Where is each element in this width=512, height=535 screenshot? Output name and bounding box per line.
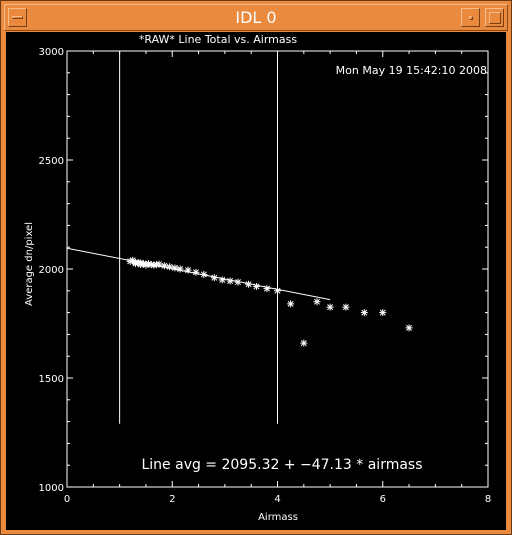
data-point <box>226 277 234 285</box>
y-axis-label: Average dn/pixel <box>24 222 35 306</box>
scatter-plot: 0 2 4 6 8 1000 1500 2000 2500 3000 *RAW* Line Tot… <box>24 33 492 523</box>
maximize-button[interactable] <box>485 8 504 27</box>
data-point <box>274 287 281 295</box>
data-point <box>379 309 387 317</box>
data-point <box>166 263 174 271</box>
vertical-markers <box>119 51 278 424</box>
data-point <box>192 268 200 276</box>
x-tick-label: 2 <box>169 494 175 505</box>
data-point <box>245 280 253 288</box>
title-bar[interactable]: IDL 0 <box>4 4 508 31</box>
data-point <box>171 264 179 272</box>
x-tick-label: 6 <box>380 494 386 505</box>
data-point <box>155 260 163 268</box>
minimize-button[interactable] <box>461 8 480 27</box>
data-point <box>176 265 184 273</box>
data-point <box>252 282 260 290</box>
window-menu-button[interactable] <box>8 8 27 27</box>
data-point <box>342 303 350 311</box>
fit-line-group <box>66 247 331 301</box>
data-point <box>313 298 321 306</box>
x-tick-label: 8 <box>485 494 491 505</box>
fit-line <box>66 247 331 301</box>
data-point <box>184 266 192 274</box>
menu-bar-icon <box>12 16 23 19</box>
data-point <box>210 274 218 282</box>
data-point <box>405 324 413 332</box>
data-point <box>263 285 271 293</box>
data-point <box>160 262 168 270</box>
plot-timestamp: Mon May 19 15:42:10 2008 <box>336 64 487 77</box>
y-tick-label: 1000 <box>39 483 64 494</box>
maximize-icon <box>489 12 501 24</box>
plot-canvas: 0 2 4 6 8 1000 1500 2000 2500 3000 *RAW* Line Tot… <box>6 32 506 530</box>
y-tick-label: 2000 <box>39 265 64 276</box>
x-tick-label: 4 <box>274 494 280 505</box>
axis-ticks: 0 2 4 6 8 1000 1500 2000 2500 3000 <box>39 47 492 505</box>
data-points <box>126 256 413 347</box>
fit-equation-annotation: Line avg = 2095.32 + −47.13 * airmass <box>141 457 422 473</box>
data-point <box>300 339 308 347</box>
data-point <box>234 278 242 286</box>
data-point <box>326 303 334 311</box>
data-point <box>287 300 295 308</box>
minimize-icon <box>469 16 473 20</box>
y-tick-label: 1500 <box>39 374 64 385</box>
data-point <box>360 309 368 317</box>
y-tick-label: 3000 <box>39 47 64 58</box>
x-axis-label: Airmass <box>258 512 298 523</box>
window-title: IDL 0 <box>235 8 277 27</box>
plot-title: *RAW* Line Total vs. Airmass <box>139 33 297 46</box>
data-point <box>200 270 208 278</box>
x-tick-label: 0 <box>64 494 70 505</box>
y-tick-label: 2500 <box>39 156 64 167</box>
data-point <box>218 276 226 284</box>
